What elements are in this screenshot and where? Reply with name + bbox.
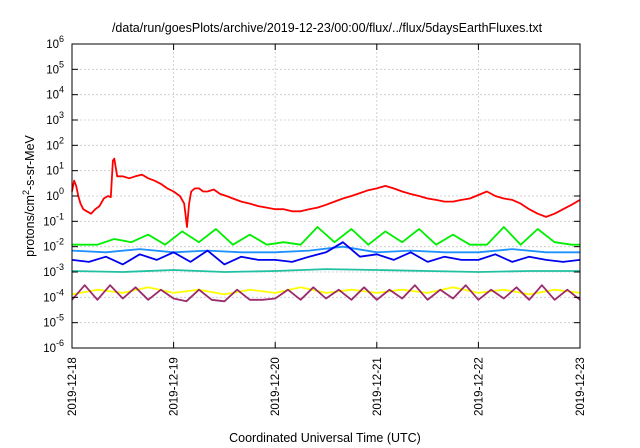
- x-tick-labels: 2019-12-18 2019-12-19 2019-12-20 2019-12-21…: [67, 357, 587, 416]
- y-tick-base: 10: [43, 292, 56, 304]
- series-line-3: [71, 245, 580, 254]
- series-lines: [71, 157, 581, 303]
- y-axis-label-rest: -s-sr-MeV: [23, 134, 37, 190]
- series-line-4: [71, 241, 581, 266]
- y-tick-base: 10: [46, 39, 59, 51]
- x-tick-label: 2019-12-23: [575, 357, 587, 416]
- y-tick-exponent: 1: [59, 161, 64, 171]
- y-tick-label: 104: [46, 85, 64, 102]
- x-tick-label: 2019-12-20: [270, 357, 282, 416]
- y-tick-base: 10: [46, 140, 59, 152]
- series-line-6: [71, 286, 581, 296]
- y-tick-exponent: 3: [59, 110, 64, 120]
- y-tick-label: 106: [46, 34, 64, 51]
- series-line-7: [71, 284, 581, 303]
- y-tick-exponent: -2: [56, 237, 64, 247]
- y-tick-base: 10: [46, 166, 59, 178]
- y-tick-base: 10: [46, 90, 59, 102]
- y-tick-exponent: 5: [59, 59, 64, 69]
- y-axis-label: protons/cm2-s-sr-MeV: [21, 134, 37, 256]
- y-tick-label: 10-1: [43, 211, 64, 228]
- series-line-2: [72, 226, 580, 246]
- y-tick-exponent: -5: [56, 313, 64, 323]
- y-tick-base: 10: [43, 242, 56, 254]
- y-tick-exponent: -1: [56, 211, 64, 221]
- x-tick-label: 2019-12-18: [67, 357, 79, 416]
- y-tick-label: 10-2: [43, 237, 64, 254]
- series-line-5: [71, 268, 580, 273]
- y-tick-exponent: -4: [56, 287, 64, 297]
- y-tick-labels: 10-610-510-410-310-210-11001011021031041…: [43, 34, 64, 355]
- x-axis-label: Coordinated Universal Time (UTC): [229, 431, 421, 445]
- y-tick-base: 10: [46, 115, 59, 127]
- axis-ticks: [71, 43, 581, 349]
- y-tick-base: 10: [46, 191, 59, 203]
- y-tick-base: 10: [46, 64, 59, 76]
- y-tick-label: 103: [46, 110, 64, 127]
- x-tick-label: 2019-12-22: [473, 357, 485, 416]
- y-tick-label: 102: [46, 135, 64, 152]
- x-tick-label: 2019-12-21: [372, 357, 384, 416]
- y-tick-label: 100: [46, 186, 64, 203]
- y-axis-label-base: protons/cm: [23, 195, 37, 257]
- grid-lines: [72, 44, 580, 348]
- y-tick-label: 105: [46, 59, 64, 76]
- y-tick-label: 10-4: [43, 287, 64, 304]
- y-tick-label: 10-5: [43, 313, 64, 330]
- chart-title: /data/run/goesPlots/archive/2019-12-23/0…: [112, 21, 543, 35]
- y-tick-base: 10: [43, 267, 56, 279]
- y-tick-exponent: 4: [59, 85, 64, 95]
- y-tick-label: 10-6: [43, 338, 64, 355]
- y-tick-base: 10: [43, 216, 56, 228]
- y-tick-base: 10: [43, 318, 56, 330]
- y-tick-exponent: -3: [56, 262, 64, 272]
- x-tick-label: 2019-12-19: [169, 357, 181, 416]
- y-tick-exponent: -6: [56, 338, 64, 348]
- y-tick-exponent: 0: [59, 186, 64, 196]
- y-tick-exponent: 6: [59, 34, 64, 44]
- y-tick-base: 10: [43, 343, 56, 355]
- y-tick-label: 101: [46, 161, 64, 178]
- y-tick-label: 10-3: [43, 262, 64, 279]
- y-tick-exponent: 2: [59, 135, 64, 145]
- y-axis-label-sup: 2: [21, 190, 31, 195]
- series-line-1: [71, 157, 581, 228]
